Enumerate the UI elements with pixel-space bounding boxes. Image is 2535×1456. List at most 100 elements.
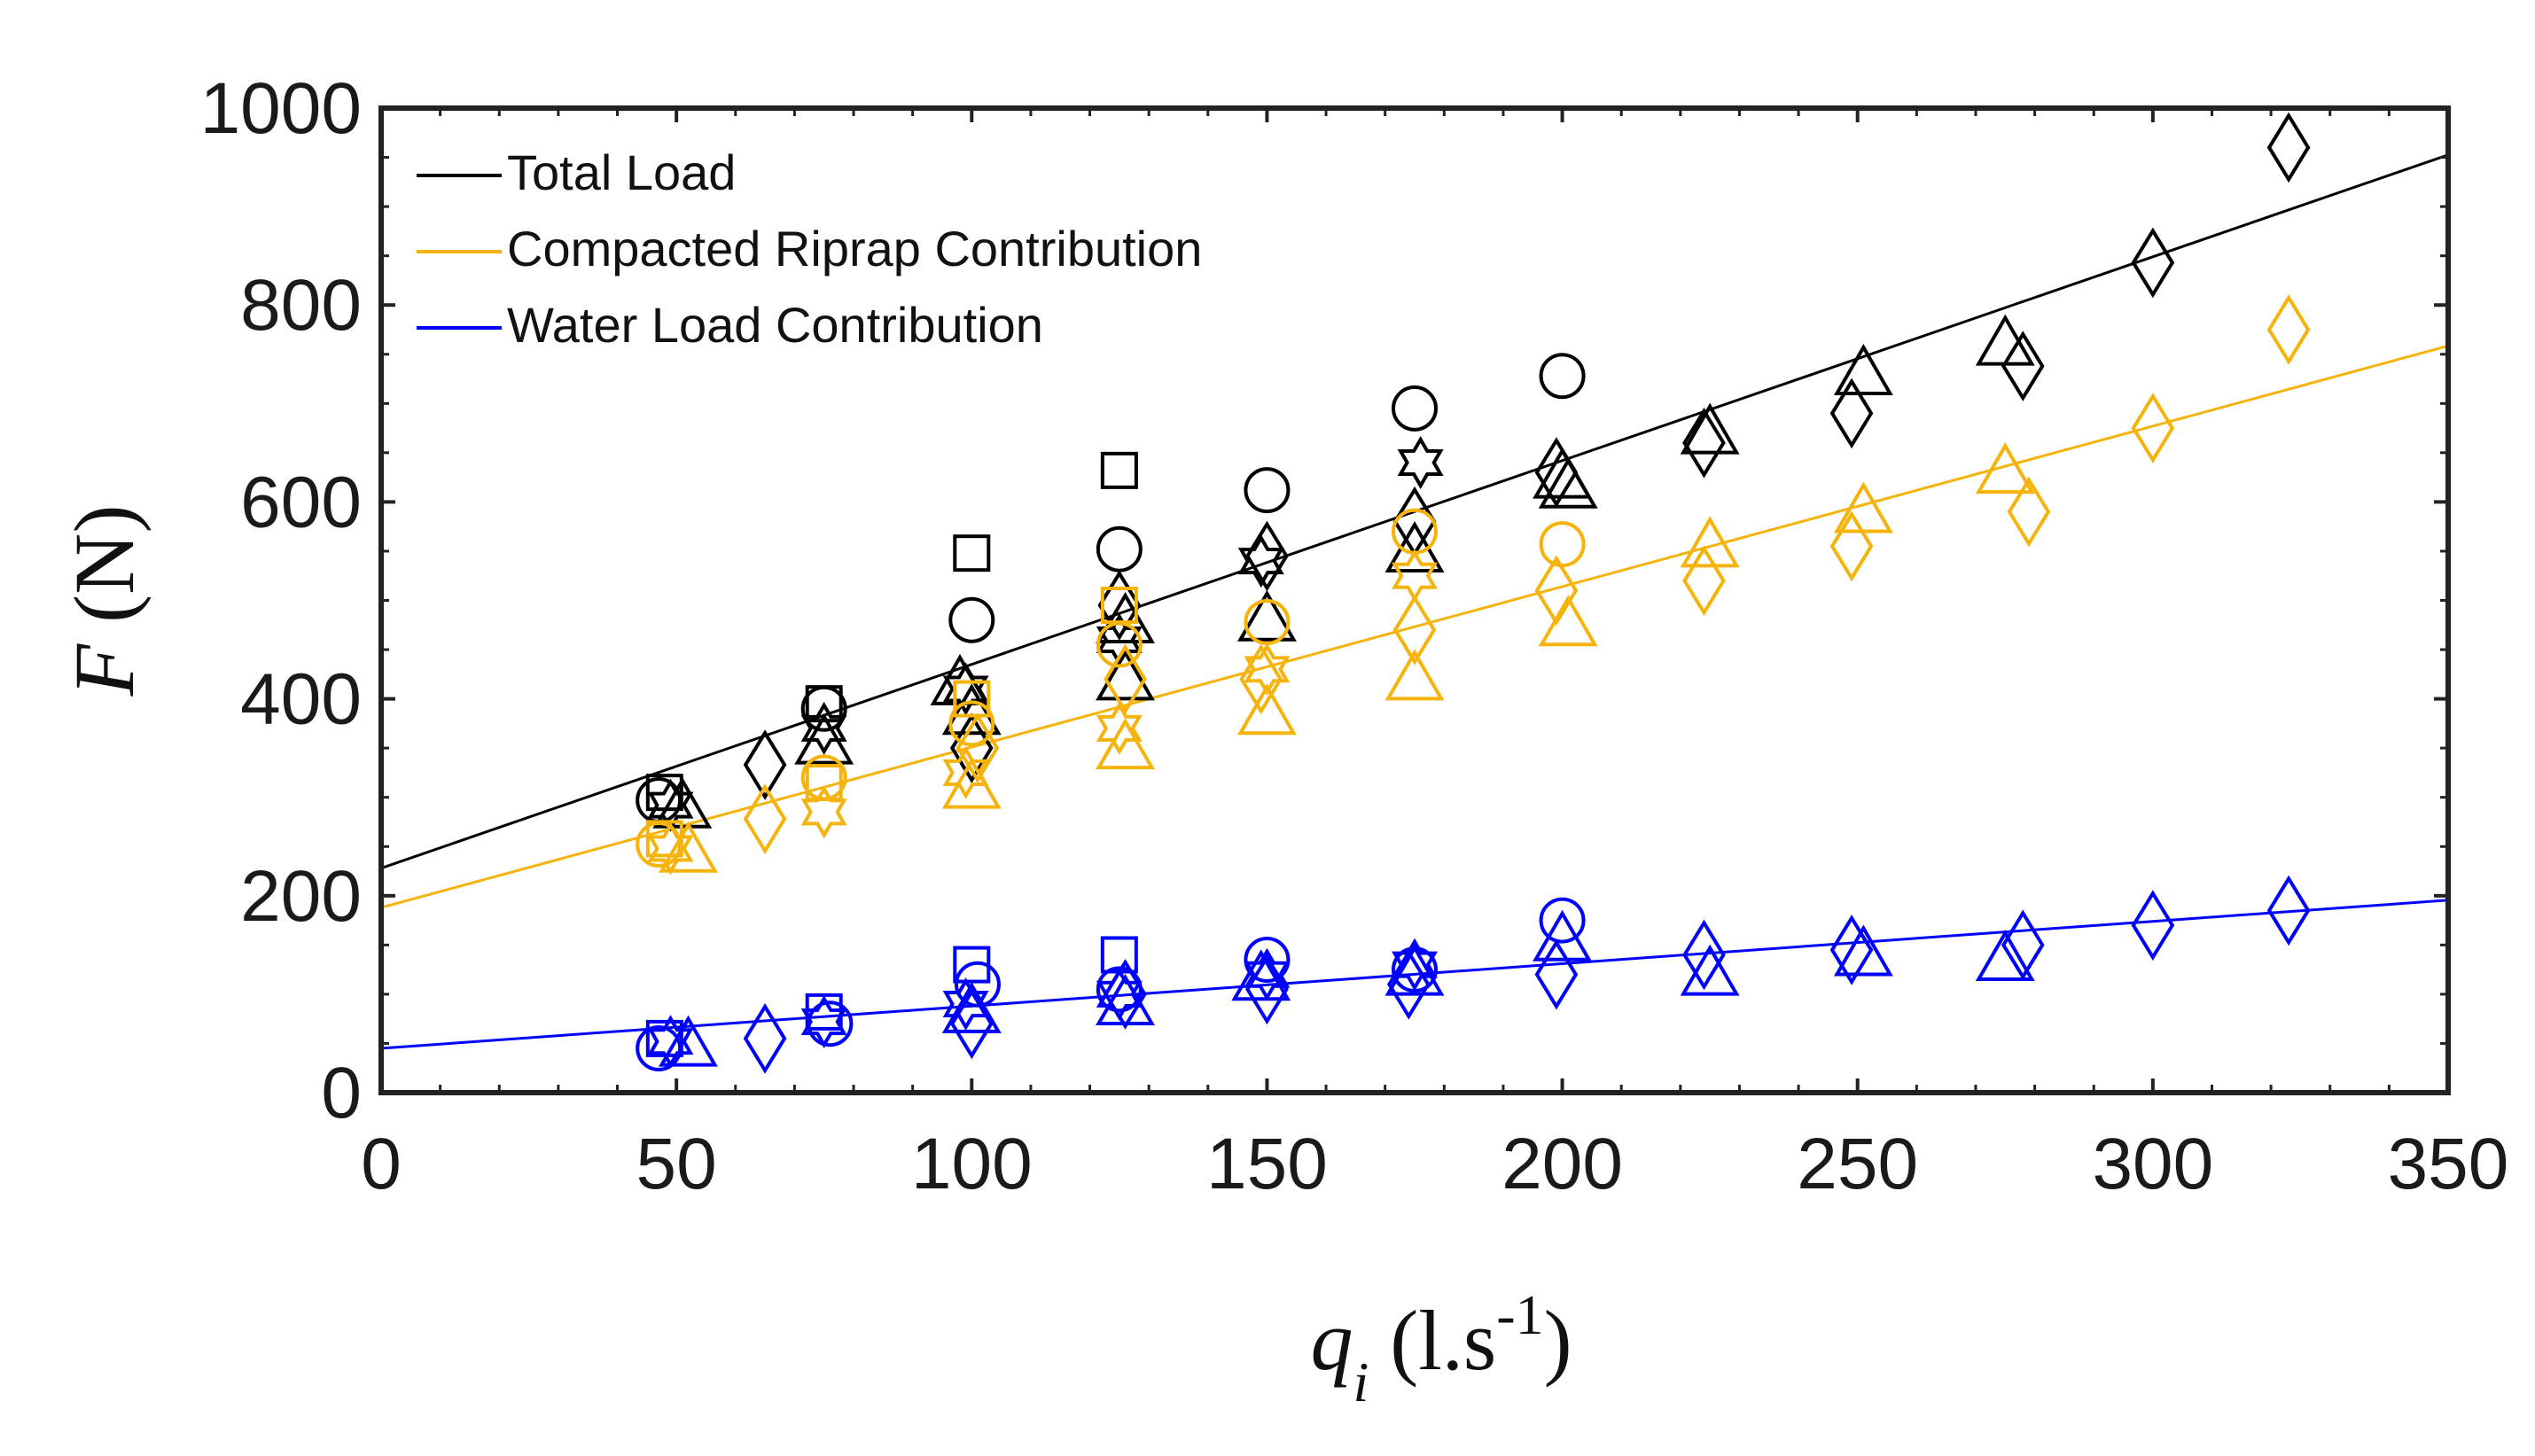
data-point-s2-10 — [953, 680, 991, 718]
axis-ticks: 0 50 100 150 200 250 300 350 0 200 400 600 800 1000 — [200, 68, 2509, 1204]
data-point-s2-11 — [942, 745, 989, 799]
data-point-s3-25 — [1384, 944, 1445, 996]
data-point-s3-17 — [1104, 959, 1147, 1030]
data-point-s1-15 — [949, 712, 994, 783]
data-point-s1-39 — [2001, 331, 2045, 401]
data-point-s3-8 — [800, 995, 847, 1048]
data-point-s3-30 — [1682, 919, 1726, 991]
y-tick-label: 1000 — [200, 68, 362, 149]
data-point-s3-32 — [1829, 915, 1874, 985]
fit-line-3 — [380, 899, 2449, 1050]
data-point-s3-24 — [1392, 938, 1438, 992]
data-point-s2-28 — [1534, 555, 1579, 627]
data-point-s3-9 — [954, 961, 1001, 1008]
data-point-s2-35 — [2007, 476, 2051, 548]
data-point-s1-11 — [953, 534, 991, 572]
data-point-s1-34 — [1682, 407, 1726, 479]
y-tick-label: 600 — [240, 462, 362, 542]
data-point-s3-13 — [949, 988, 994, 1060]
data-point-s2-4 — [659, 821, 718, 873]
y-tick-label: 0 — [321, 1053, 362, 1133]
data-point-s1-5 — [743, 729, 787, 800]
data-point-s2-32 — [1829, 510, 1874, 582]
data-point-s3-36 — [2131, 890, 2175, 961]
data-point-s1-22 — [1244, 467, 1291, 514]
data-point-s3-18 — [1096, 974, 1155, 1026]
legend-label-1: Total Load — [507, 144, 736, 200]
data-point-s2-30 — [1682, 545, 1726, 617]
data-point-s1-12 — [942, 662, 989, 716]
data-point-s1-17 — [1100, 451, 1138, 489]
x-axis-title: qi (l.s-1) — [1310, 1283, 1572, 1413]
data-point-s1-37 — [1833, 343, 1893, 395]
y-axis-title: F (N) — [57, 505, 152, 697]
x-tick-label: 150 — [1206, 1124, 1328, 1204]
data-point-s1-20 — [1096, 591, 1155, 643]
data-point-s2-18 — [1096, 718, 1155, 770]
y-tick-label: 800 — [240, 265, 362, 346]
data-point-s3-21 — [1231, 949, 1291, 1001]
data-point-s1-41 — [2266, 112, 2311, 183]
data-point-s3-5 — [743, 1003, 787, 1074]
data-point-s2-9 — [948, 700, 995, 747]
data-point-s2-16 — [1096, 701, 1143, 755]
y-tick-label: 200 — [240, 856, 362, 937]
data-point-s3-33 — [1833, 924, 1893, 977]
data-point-s1-27 — [1397, 436, 1444, 489]
data-point-s3-35 — [2001, 909, 2045, 981]
x-tick-label: 50 — [636, 1124, 717, 1204]
data-point-s2-29 — [1538, 595, 1598, 647]
data-point-s3-22 — [1245, 954, 1289, 1025]
data-point-s1-23 — [1245, 520, 1289, 592]
data-point-s2-5 — [743, 783, 787, 854]
data-point-s1-21 — [1096, 649, 1155, 701]
data-point-s3-28 — [1533, 909, 1593, 962]
data-point-s1-36 — [1829, 378, 1874, 449]
y-tick-label: 400 — [240, 659, 362, 740]
axis-titles: qi (l.s-1) F (N) — [57, 505, 1572, 1413]
data-point-s1-40 — [2131, 227, 2175, 299]
x-tick-label: 250 — [1797, 1124, 1918, 1204]
data-point-s3-34 — [1975, 930, 2035, 982]
data-point-s3-31 — [1680, 944, 1740, 996]
data-point-s2-17 — [1104, 643, 1147, 715]
data-point-s3-19 — [1244, 937, 1291, 984]
fit-line-2 — [380, 344, 2449, 909]
data-point-s1-19 — [1097, 570, 1142, 641]
data-point-s1-8 — [800, 701, 847, 755]
data-point-s2-7 — [805, 764, 843, 802]
data-point-s2-37 — [2266, 294, 2311, 365]
data-point-s1-35 — [1680, 402, 1740, 455]
x-tick-label: 0 — [361, 1124, 402, 1204]
data-point-s2-22 — [1236, 683, 1297, 736]
data-point-s2-25 — [1392, 594, 1437, 666]
x-tick-label: 350 — [2388, 1124, 2509, 1204]
data-point-s3-12 — [941, 981, 1002, 1033]
data-point-s3-10 — [953, 946, 991, 984]
data-point-s2-8 — [800, 785, 847, 839]
data-point-s2-15 — [1100, 587, 1138, 625]
data-point-s2-36 — [2131, 393, 2175, 463]
data-point-s2-20 — [1244, 642, 1291, 697]
data-point-s1-26 — [1392, 385, 1438, 432]
data-point-s1-10 — [948, 596, 995, 643]
data-point-s2-33 — [1833, 481, 1893, 533]
data-point-s1-7 — [805, 685, 843, 723]
data-point-s2-31 — [1680, 516, 1740, 568]
data-point-s2-13 — [956, 712, 1000, 783]
data-point-s3-26 — [1386, 948, 1431, 1020]
data-point-s1-24 — [1237, 534, 1284, 588]
legend: Total Load Compacted Riprap Contribution W… — [417, 144, 1202, 353]
data-point-s3-4 — [659, 1015, 718, 1067]
data-points — [636, 112, 2311, 1074]
data-point-s3-29 — [1534, 938, 1579, 1010]
data-point-s3-11 — [942, 977, 989, 1031]
data-point-s1-9 — [794, 712, 854, 765]
data-point-s2-12 — [941, 757, 1002, 809]
x-tick-label: 300 — [2092, 1124, 2213, 1204]
data-point-s1-33 — [1538, 456, 1598, 509]
data-point-s1-25 — [1236, 589, 1297, 642]
